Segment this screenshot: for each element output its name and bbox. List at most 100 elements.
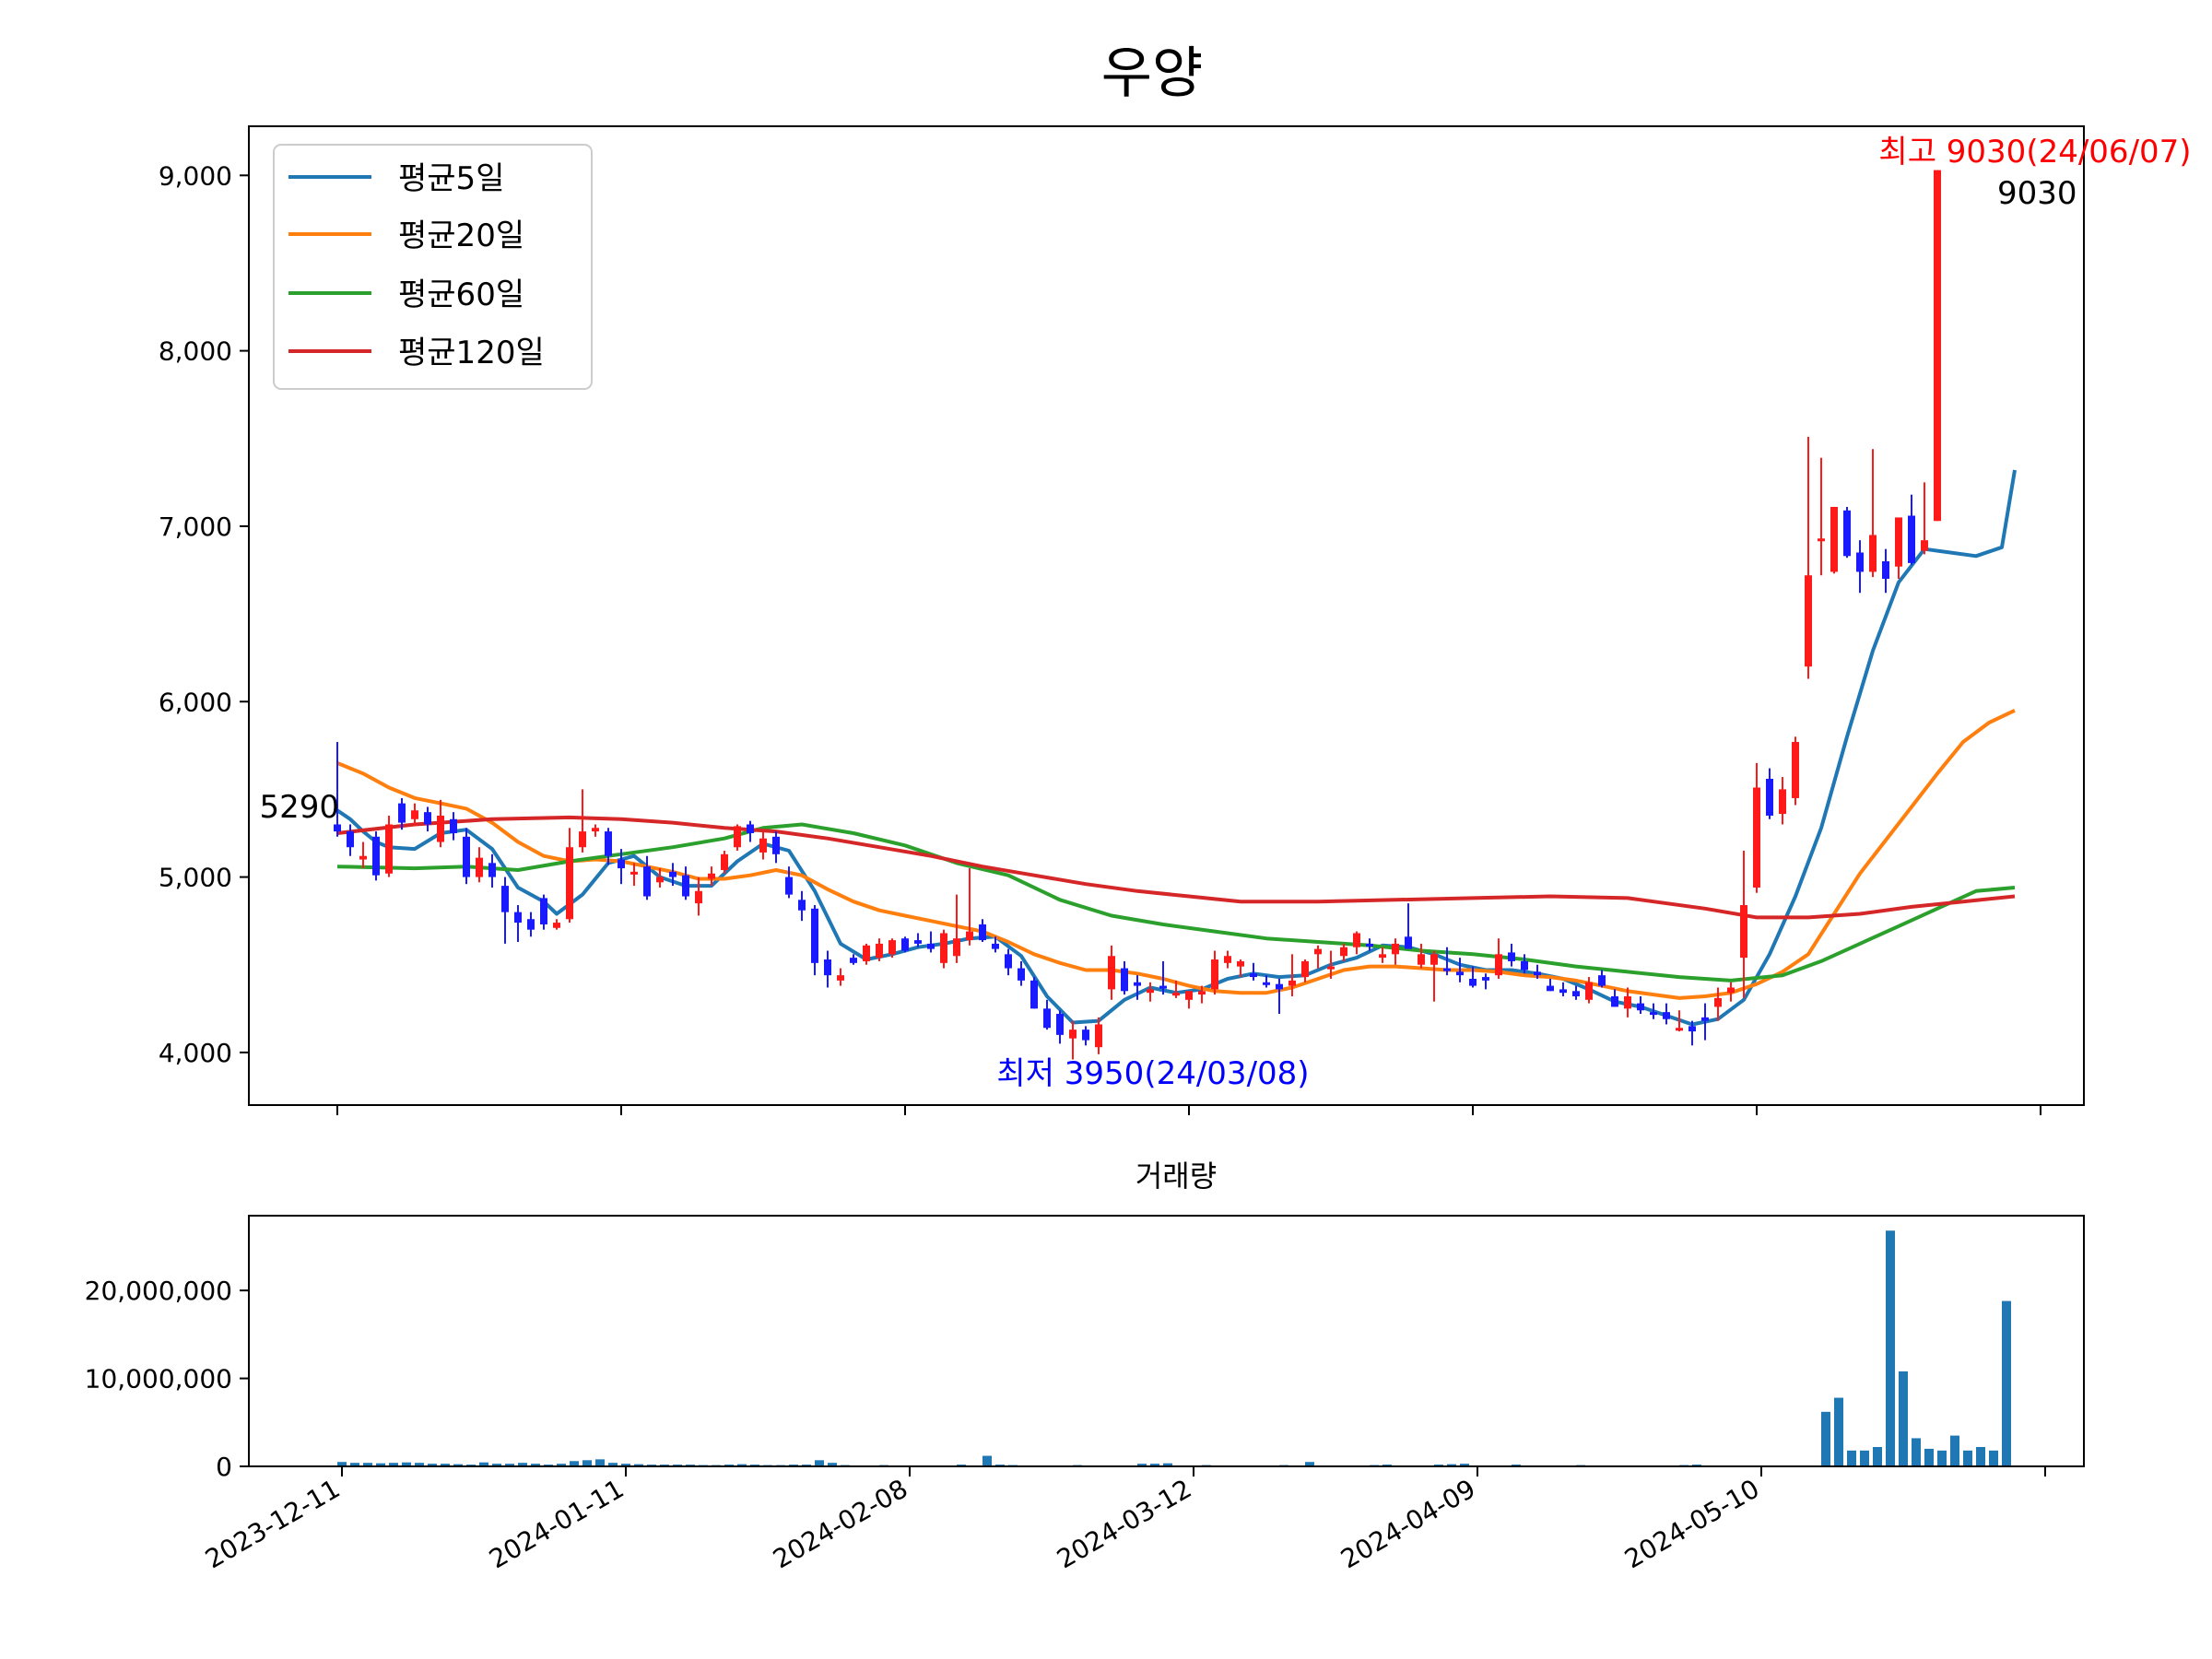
volume-bar	[595, 1459, 605, 1466]
candle-body	[1611, 996, 1618, 1007]
candle-body	[1882, 561, 1889, 580]
candle-body	[1418, 954, 1425, 965]
candle-body	[553, 923, 560, 928]
candle-body	[1069, 1030, 1077, 1039]
volume-bar	[505, 1464, 514, 1466]
candle-body	[592, 828, 599, 832]
legend-label-ma60: 평균60일	[398, 276, 524, 313]
candle-body	[1856, 552, 1864, 572]
volume-bar	[1924, 1448, 1934, 1466]
volume-bar	[737, 1464, 747, 1466]
candle-body	[643, 866, 651, 897]
volume-bar	[337, 1462, 347, 1466]
first-close-label: 5290	[259, 789, 339, 826]
candle-body	[1779, 789, 1786, 815]
candle-body	[398, 803, 406, 823]
candle-body	[940, 933, 947, 963]
candle-body	[385, 824, 393, 874]
candle-body	[863, 945, 870, 961]
candlesticks	[334, 170, 1941, 1060]
candle-body	[450, 818, 457, 833]
candle-body	[850, 958, 857, 963]
price-y-tick-label: 6,000	[159, 687, 232, 717]
volume-bar	[634, 1464, 643, 1466]
chart-title: 우양	[1101, 41, 1203, 106]
volume-bar	[1886, 1230, 1895, 1466]
high-annotation: 최고 9030(24/06/07)	[1878, 134, 2191, 171]
volume-bar	[2002, 1300, 2011, 1466]
candle-body	[747, 824, 754, 833]
volume-bar	[1899, 1371, 1908, 1466]
candle-body	[1185, 991, 1193, 1000]
candle-body	[1224, 956, 1231, 963]
candle-body	[1688, 1026, 1696, 1032]
candle-body	[347, 831, 354, 848]
candle-body	[1379, 954, 1386, 959]
volume-bar	[1163, 1463, 1172, 1466]
price-x-ticks	[336, 1105, 2041, 1115]
candle-body	[424, 812, 431, 825]
candle-body	[1585, 982, 1593, 1000]
volume-bar	[1821, 1411, 1830, 1466]
volume-bar	[982, 1455, 992, 1466]
candle-body	[772, 836, 780, 854]
candle-body	[1482, 977, 1489, 981]
legend-label-ma20: 평균20일	[398, 218, 524, 254]
candle-body	[501, 886, 509, 912]
price-panel: 4,000 5,000 6,000 7,000 8,000 9,000 최고 9030(2…	[159, 125, 2192, 1115]
candle-body	[411, 810, 418, 819]
candle-body	[1443, 968, 1451, 971]
candle-body	[1005, 954, 1012, 969]
candle-body	[1830, 507, 1838, 572]
volume-bar	[363, 1463, 372, 1466]
candle-body	[1624, 996, 1631, 1009]
candle-body	[1727, 987, 1735, 994]
ma-line-ma60	[336, 822, 2016, 982]
candle-body	[759, 838, 767, 853]
volume-bar	[1137, 1464, 1147, 1466]
volume-bar	[415, 1463, 424, 1466]
candle-body	[1792, 742, 1799, 798]
candle-body	[1430, 954, 1438, 965]
candle-body	[1327, 966, 1335, 970]
candle-body	[1663, 1012, 1670, 1019]
volume-bar	[492, 1464, 501, 1466]
volume-bar	[1460, 1464, 1469, 1466]
candle-body	[1030, 980, 1038, 1009]
candle-body	[334, 824, 341, 832]
price-y-tick-label: 4,000	[159, 1038, 232, 1068]
candle-body	[1263, 982, 1270, 985]
candle-body	[1392, 943, 1399, 955]
candle-body	[721, 853, 728, 870]
candle-body	[1456, 971, 1464, 976]
candle-body	[1056, 1014, 1064, 1035]
candle-body	[992, 943, 999, 949]
candle-body	[1095, 1024, 1102, 1048]
low-annotation: 최저 3950(24/03/08)	[996, 1055, 1309, 1092]
candle-body	[914, 940, 922, 944]
candle-body	[798, 900, 806, 911]
volume-bar	[441, 1464, 450, 1466]
candle-body	[1366, 943, 1373, 947]
candle-body	[876, 943, 883, 959]
volume-bar	[1873, 1447, 1882, 1466]
candle-body	[1250, 973, 1257, 978]
candle-body	[630, 871, 638, 875]
price-y-tick-label: 5,000	[159, 863, 232, 893]
volume-bar	[621, 1464, 630, 1466]
candle-body	[1340, 947, 1347, 957]
candle-body	[1159, 985, 1167, 989]
volume-bar	[1860, 1450, 1869, 1466]
candle-body	[1701, 1017, 1709, 1021]
candle-body	[1908, 515, 1915, 563]
volume-bar	[350, 1463, 359, 1466]
candle-body	[953, 938, 960, 957]
candle-body	[1172, 993, 1180, 996]
candle-body	[1108, 956, 1115, 990]
volume-bar	[1963, 1450, 1972, 1466]
candle-body	[979, 924, 986, 941]
volume-bar	[1150, 1464, 1159, 1466]
volume-bar	[1937, 1450, 1947, 1466]
volume-bar	[570, 1461, 579, 1466]
candle-body	[1650, 1012, 1657, 1016]
